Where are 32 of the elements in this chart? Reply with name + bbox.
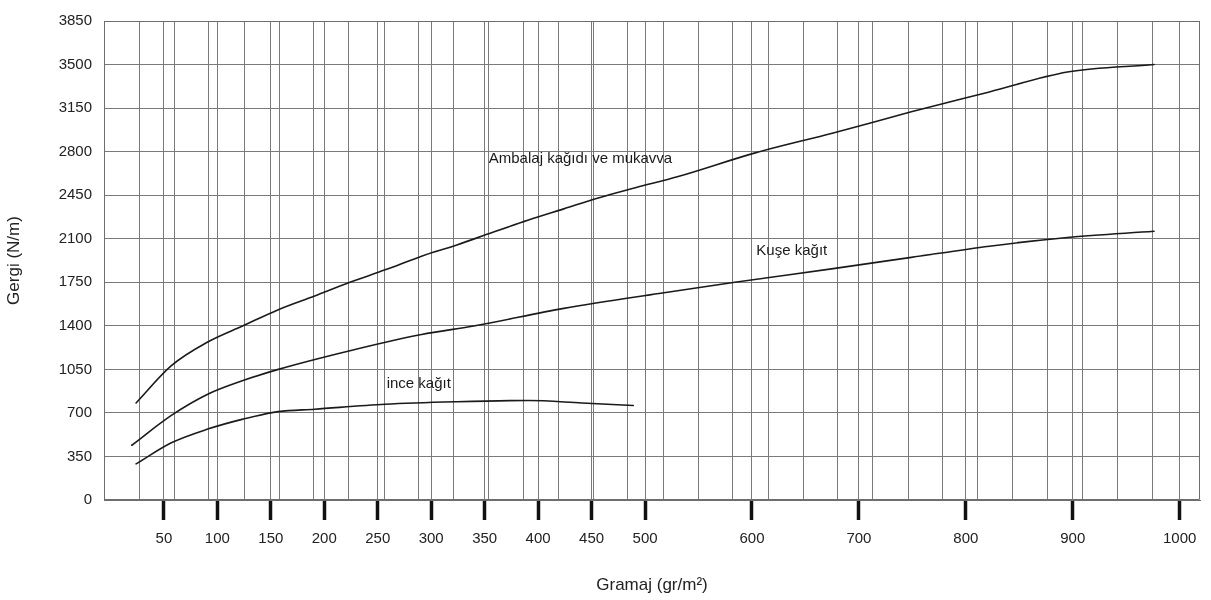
y-tick-label: 1400: [58, 315, 92, 333]
x-tick-label: 600: [739, 529, 765, 547]
x-tick-label: 700: [846, 529, 872, 547]
y-tick-label: 1050: [58, 359, 92, 377]
x-tick-label: 300: [418, 529, 444, 547]
x-tick-label: 900: [1060, 529, 1086, 547]
x-tick-label: 400: [525, 529, 551, 547]
x-tick-label: 200: [311, 529, 337, 547]
x-tick-label: 450: [579, 529, 605, 547]
y-tick-label: 3500: [58, 54, 92, 72]
y-tick-label: 2800: [58, 141, 92, 159]
y-tick-label: 350: [66, 446, 92, 464]
line-series: [135, 399, 635, 465]
x-tick-label: 1000: [1163, 529, 1197, 547]
y-tick-label: 3150: [58, 98, 92, 116]
y-tick-label: 3850: [58, 11, 92, 29]
x-tick-label: 150: [258, 529, 284, 547]
y-tick-label: 1750: [58, 272, 92, 290]
y-tick-label: 2100: [58, 228, 92, 246]
x-tick-label: 50: [155, 529, 173, 547]
line-series: [131, 230, 1155, 447]
x-tick-label: 350: [472, 529, 498, 547]
x-tick-label: 100: [204, 529, 230, 547]
y-tick-label: 700: [66, 403, 92, 421]
y-tick-label: 2450: [58, 185, 92, 203]
y-axis-title: Gergi (N/m): [3, 216, 23, 305]
x-tick-label: 500: [632, 529, 658, 547]
y-tick-label: 0: [83, 490, 92, 508]
x-axis-title: Gramaj (gr/m²): [596, 575, 708, 595]
x-tick-label: 250: [365, 529, 391, 547]
x-tick-label: 800: [953, 529, 979, 547]
line-series: [135, 63, 1155, 404]
